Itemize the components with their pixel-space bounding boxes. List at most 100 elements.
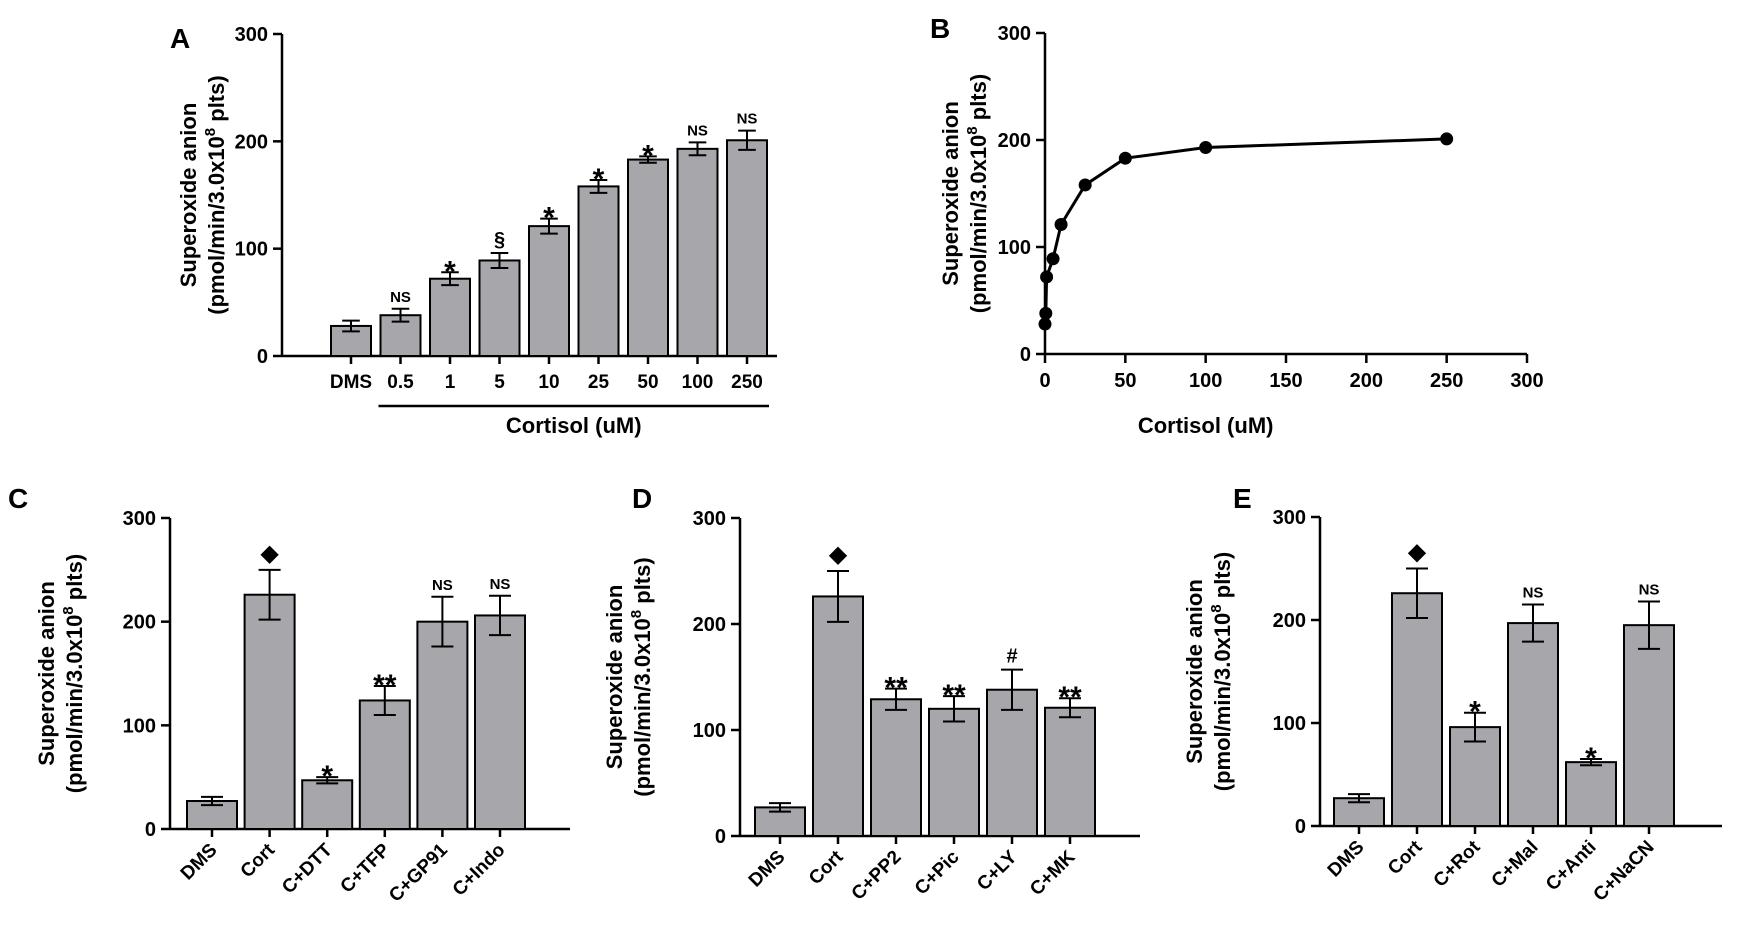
- panel-b-data-point: [1118, 151, 1132, 165]
- panel-a-significance-label: *: [642, 139, 654, 172]
- panel-e-y-tick-label: 300: [1273, 507, 1306, 529]
- panel-a-group-label: Cortisol (uM): [506, 413, 642, 438]
- panel-c-chart: 0 100 200 300 Superoxide anion (pmol/min/3.0x…: [34, 508, 570, 906]
- panel-a-significance-label: *: [593, 163, 605, 196]
- panel-b-x-tick-label: 0: [1039, 370, 1050, 392]
- panel-b-x-tick-label: 250: [1430, 370, 1463, 392]
- panel-e-chart: 0 100 200 300 Superoxide anion (pmol/min/3.0x…: [1182, 507, 1722, 906]
- panel-d-ylabel-sup: 8: [628, 610, 645, 618]
- panel-b-chart: 0 100 200 300 0 50 100 150 200 250 300 Superoxide a…: [938, 23, 1544, 438]
- panel-a-chart: 0 100 200 300 Superoxide anion (pmol/min/3.0x…: [176, 24, 777, 438]
- panel-a-category-label: 25: [588, 372, 610, 393]
- panel-e-bar: [1507, 622, 1559, 828]
- panel-b-y-tick-label: 0: [1020, 344, 1031, 366]
- panel-b-x-tick-label: 300: [1510, 370, 1543, 392]
- panel-label-d: D: [632, 483, 652, 514]
- panel-e-y-tick-label: 200: [1273, 610, 1306, 632]
- panel-c-category-label: DMS: [177, 840, 222, 885]
- panel-e-y-tick-label: 0: [1295, 816, 1306, 838]
- panel-d-ylabel-end: plts): [630, 557, 655, 610]
- panel-b-x-tick-label: 200: [1350, 370, 1383, 392]
- panel-c-ylabel-line2: (pmol/min/3.0x108 plts): [60, 554, 87, 793]
- panel-d-category-label: C+Pic: [911, 846, 964, 899]
- panel-c-y-tick-label: 0: [145, 819, 156, 841]
- panel-d-chart: 0 100 200 300 Superoxide anion (pmol/min/3.0x…: [602, 508, 1140, 904]
- panel-d-category-label: C+MK: [1026, 846, 1079, 899]
- panel-label-c: C: [8, 483, 28, 514]
- panel-e-category-label: DMS: [1324, 837, 1369, 882]
- panel-d-significance-label: ◆: [829, 541, 848, 568]
- panel-a-bar: [676, 147, 719, 357]
- panel-d-y-tick-label: 200: [693, 614, 726, 636]
- panel-e-category-label: C+Anti: [1542, 837, 1601, 896]
- panel-a-ylabel-end: plts): [204, 75, 229, 128]
- panel-b-y-tick-label: 300: [998, 23, 1031, 45]
- panel-label-b: B: [930, 13, 950, 44]
- panel-c-significance-label: *: [321, 760, 333, 793]
- panel-d-category-label: C+LY: [973, 846, 1022, 895]
- panel-a-bar: [429, 277, 471, 357]
- panel-a-category-label: 100: [682, 372, 714, 393]
- panel-c-significance-label: NS: [432, 577, 453, 594]
- panel-b-x-tick-label: 150: [1269, 370, 1302, 392]
- panel-b-ylabel-text: (pmol/min/3.0x10: [966, 135, 991, 314]
- panel-c-bar: [416, 620, 469, 831]
- panel-b-data-point: [1199, 140, 1213, 154]
- panel-e-significance-label: NS: [1639, 581, 1660, 598]
- panel-e-y-tick-label: 100: [1273, 713, 1306, 735]
- panel-a-significance-label: NS: [687, 122, 708, 139]
- panel-a-significance-label: *: [444, 255, 456, 288]
- panel-a-significance-label: *: [543, 202, 555, 235]
- panel-a-ylabel-line2: (pmol/min/3.0x108 plts): [202, 75, 229, 314]
- panel-e-bar: [1391, 592, 1443, 827]
- panel-b-xlabel: Cortisol (uM): [1138, 413, 1274, 438]
- panel-a-bar: [577, 185, 620, 357]
- panel-d-bar: [812, 595, 864, 837]
- panel-c-y-tick-label: 200: [123, 612, 156, 634]
- panel-a-y-tick-label: 300: [235, 24, 268, 46]
- panel-c-category-label: C+DTT: [278, 839, 337, 898]
- panel-b-data-point: [1040, 270, 1054, 284]
- panel-a-significance-label: NS: [737, 111, 758, 128]
- panel-e-ylabel-line2: (pmol/min/3.0x108 plts): [1208, 552, 1235, 791]
- panel-a-y-tick-label: 200: [235, 131, 268, 153]
- panel-c-significance-label: ◆: [260, 540, 279, 567]
- panel-d-bar: [986, 688, 1038, 837]
- panel-c-category-label: C+GP91: [385, 839, 452, 906]
- panel-a-category-label: 0.5: [387, 372, 414, 393]
- panel-a-significance-label: NS: [390, 289, 411, 306]
- panel-c-category-label: C+Indo: [449, 840, 510, 901]
- panel-e-significance-label: ◆: [1408, 539, 1427, 566]
- panel-a-y-tick-label: 0: [257, 346, 268, 368]
- panel-d-ylabel-line1: Superoxide anion: [602, 585, 627, 770]
- panel-b-y-tick-label: 100: [998, 237, 1031, 259]
- panel-d-bar: [870, 698, 922, 838]
- panel-d-category-label: DMS: [745, 847, 790, 892]
- panel-e-category-label: C+Mal: [1488, 837, 1543, 892]
- panel-a-ylabel-line1: Superoxide anion: [176, 103, 201, 288]
- panel-c-bar: [474, 614, 526, 830]
- panel-c-bar: [243, 593, 296, 830]
- panel-c-category-label: Cort: [237, 839, 280, 882]
- panel-e-ylabel-text: (pmol/min/3.0x10: [1210, 613, 1235, 792]
- panel-c-y-tick-label: 300: [123, 508, 156, 530]
- panel-a-category-label: 250: [731, 372, 763, 393]
- panel-b-data-point: [1078, 178, 1092, 192]
- panel-a-bar: [478, 259, 521, 357]
- panel-c-ylabel-end: plts): [62, 554, 87, 607]
- panel-d-category-label: C+PP2: [848, 847, 906, 905]
- panel-e-significance-label: NS: [1523, 585, 1544, 602]
- panel-c-bar: [358, 699, 411, 830]
- panel-b-data-point: [1054, 218, 1068, 232]
- panel-e-ylabel-sup: 8: [1208, 604, 1225, 612]
- panel-e-ylabel-end: plts): [1210, 552, 1235, 605]
- panel-e-significance-label: *: [1585, 742, 1597, 775]
- panel-a-ylabel-text: (pmol/min/3.0x10: [204, 136, 229, 315]
- panel-a-bar: [726, 139, 768, 357]
- panel-c-ylabel-text: (pmol/min/3.0x10: [62, 615, 87, 794]
- panel-c-ylabel-line1: Superoxide anion: [34, 581, 59, 766]
- panel-b-ylabel-end: plts): [966, 74, 991, 127]
- panel-a-significance-label: §: [494, 229, 505, 251]
- panel-b-y-tick-label: 200: [998, 130, 1031, 152]
- panel-d-ylabel-text: (pmol/min/3.0x10: [630, 618, 655, 797]
